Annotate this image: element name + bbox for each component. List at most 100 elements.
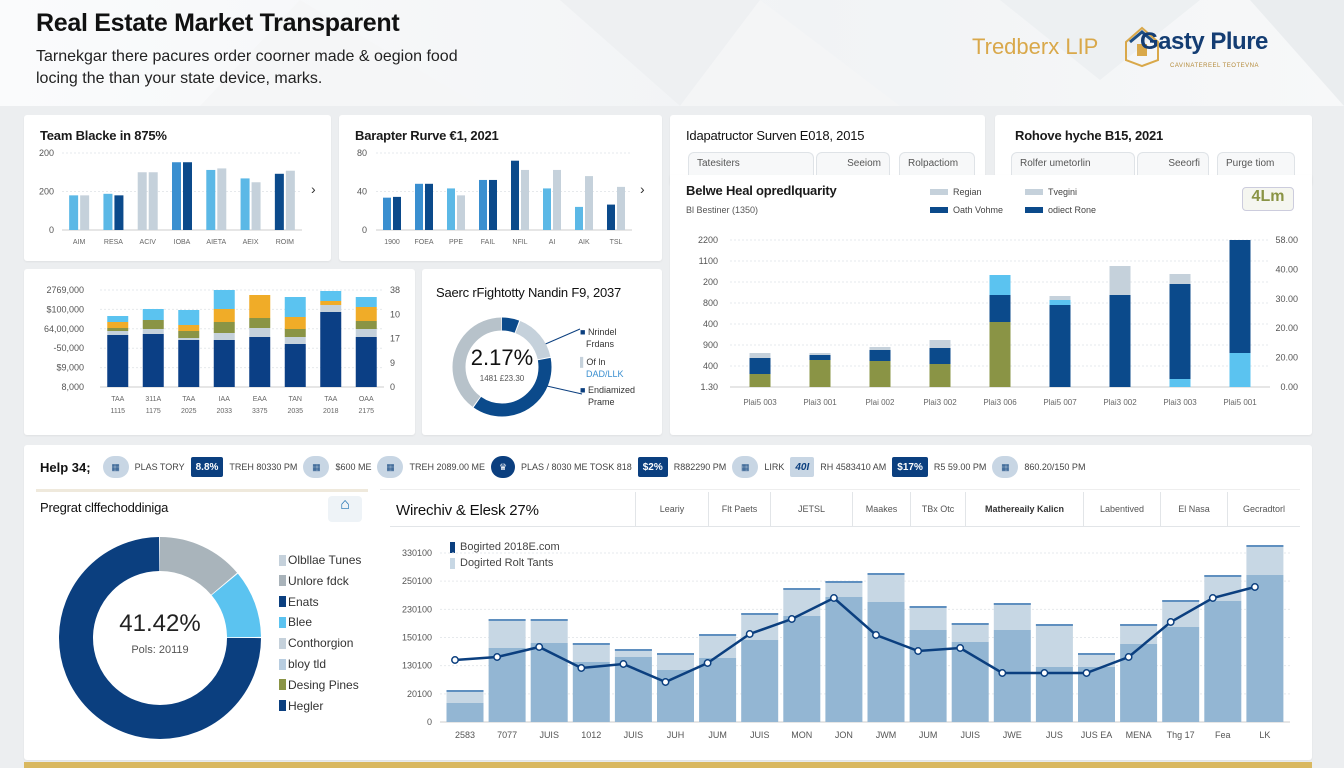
tab-2[interactable]: Seeorfi [1137, 152, 1209, 176]
bar-top-edge [951, 623, 989, 625]
badge-icon[interactable]: 4Lm [1242, 187, 1294, 211]
bar-top-edge [1162, 600, 1200, 602]
y-tick-label: 800 [703, 298, 718, 308]
bar-segment [213, 309, 235, 322]
ticker-text: 860.20/150 PM [1024, 462, 1086, 472]
trend-point [451, 656, 459, 664]
ticker-badge[interactable]: $17% [892, 457, 928, 477]
legend-oath-vohme: Oath Vohme [930, 205, 1003, 215]
column-header[interactable]: Leariy [635, 492, 708, 526]
legend-label: Blee [288, 615, 313, 630]
bar-segment [213, 340, 235, 387]
next-arrow-button[interactable]: › [311, 181, 316, 197]
bar-lower [488, 648, 526, 722]
brand-right-logo: Gasty Plure [1140, 28, 1268, 55]
bar [553, 169, 561, 230]
legend-item: Conthorgion [279, 636, 353, 650]
bar-upper [1246, 545, 1284, 575]
legend-item: Unlore fdck [279, 574, 349, 588]
legend-item: Desing Pines [279, 678, 359, 692]
building-icon[interactable]: ▦ [992, 456, 1019, 478]
y-tick-label: 17 [390, 334, 400, 344]
tab-3[interactable]: Rolpactiom [899, 152, 975, 176]
legend-swatch [279, 637, 286, 649]
building-icon[interactable]: ▦ [303, 456, 330, 478]
ticker-text: LIRK [764, 462, 785, 472]
ticker-text: TREH 2089.00 ME [409, 462, 486, 472]
bar-segment [320, 312, 342, 387]
tab-3[interactable]: Purge tiom [1217, 152, 1295, 176]
bar [285, 170, 295, 230]
bar-segment [178, 325, 200, 331]
donut-slice [452, 317, 552, 417]
y-tick-label: 250100 [402, 576, 432, 586]
bar-upper [699, 634, 737, 658]
bar-chart-panel-1: Team Blacke in 875% 200 200 0 AIM RESA ACIV IO… [24, 115, 331, 261]
bar-segment [1109, 266, 1131, 295]
column-header[interactable]: Labentived [1083, 492, 1160, 526]
y-tick-label: $100,000 [46, 304, 84, 314]
column-header[interactable]: JETSL [770, 492, 852, 526]
ticker-badge[interactable]: 8.8% [190, 457, 224, 477]
tab-1[interactable]: Tatesiters [688, 152, 814, 176]
y-tick-label: 0 [362, 225, 367, 235]
bar-segment [1169, 274, 1191, 284]
x-tick-label: 1012 [581, 730, 601, 740]
bar-segment [213, 322, 235, 333]
y-tick-label: 900 [703, 340, 718, 350]
bar-segment [809, 353, 831, 355]
trend-point [872, 631, 880, 639]
panel-title: Idapatructor Surven E018, 2015 [686, 128, 865, 143]
bar-top-edge [825, 581, 863, 583]
column-header[interactable]: Mathereaily Kalicn [965, 492, 1083, 526]
x-tick-label: JUH [667, 730, 685, 740]
column-header[interactable]: Flt Paets [708, 492, 770, 526]
building-icon[interactable]: ▦ [102, 456, 129, 478]
tab-2[interactable]: Seeiom [816, 152, 890, 176]
bar-lower [993, 630, 1031, 722]
x-tick-label: TSL [610, 239, 623, 246]
bar-top-edge [446, 690, 484, 692]
building-icon[interactable]: ▦ [732, 456, 759, 478]
next-arrow-button[interactable]: › [640, 181, 645, 197]
legend-label: Hegler [288, 698, 324, 713]
y-tick-label: 20100 [407, 689, 432, 699]
stacked-bar-chart: 2769,000 $100,000 64,00,000 -50,000 $9,000 8,… [44, 285, 400, 415]
x-tick-label: FOEA [414, 239, 433, 246]
legend-label: ▌Of ln [580, 357, 606, 367]
bar-upper [825, 581, 863, 597]
building-icon[interactable]: ▦ [377, 456, 404, 478]
bar-top-edge [699, 634, 737, 636]
tab-1[interactable]: Rolfer umetorlin [1011, 152, 1135, 176]
y-tick-label: $9,000 [56, 363, 84, 373]
trend-point [914, 647, 923, 655]
bar-upper [657, 653, 694, 670]
bar [251, 182, 261, 230]
bar [457, 195, 465, 230]
y-tick-label: 330100 [402, 548, 432, 558]
main-stacked-bar-chart: 2200 1100 200 800 400 900 400 1.30 58.00 40.00 30.… [698, 235, 1298, 407]
bar-segment [355, 297, 377, 307]
divider [36, 489, 368, 492]
x-tick-label: EAA 3375 [252, 396, 268, 415]
column-header[interactable]: El Nasa [1160, 492, 1227, 526]
bar-lower [1162, 627, 1200, 722]
bar [217, 168, 227, 230]
x-tick-label: 1900 [384, 239, 400, 246]
ticker-badge[interactable]: 40I [790, 457, 815, 477]
house-icon[interactable]: ⌂ [328, 496, 362, 522]
bar [447, 188, 455, 230]
column-header[interactable]: TBx Otc [910, 492, 965, 526]
ticker-badge[interactable]: $2% [637, 457, 668, 477]
donut-slice [59, 537, 261, 739]
bar-lower [867, 602, 905, 722]
x-tick-label: JUS [1046, 730, 1063, 740]
bar [383, 197, 391, 230]
legend-bogirted: Bogirted 2018E.com [450, 541, 560, 553]
column-header[interactable]: Gecradtorl [1227, 492, 1300, 526]
legend-odiect-rone: odiect Rone [1025, 205, 1096, 215]
column-header[interactable]: Maakes [852, 492, 910, 526]
crown-icon[interactable]: ♛ [491, 456, 516, 478]
y-tick-label: 20.00 [1275, 353, 1298, 363]
bar-lower [741, 640, 779, 722]
